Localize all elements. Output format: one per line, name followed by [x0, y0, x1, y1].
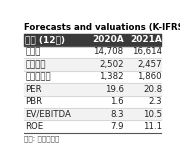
Text: 1.6: 1.6	[110, 97, 124, 106]
Text: EV/EBITDA: EV/EBITDA	[25, 110, 71, 119]
Text: 20.8: 20.8	[143, 85, 162, 94]
Text: 19.6: 19.6	[105, 85, 124, 94]
Text: 10.5: 10.5	[143, 110, 162, 119]
Text: 2021A: 2021A	[130, 35, 162, 44]
Text: Forecasts and valuations (K-IFRS 연결): Forecasts and valuations (K-IFRS 연결)	[24, 22, 180, 31]
Text: 14,708: 14,708	[94, 47, 124, 57]
Text: 영업이익: 영업이익	[25, 60, 46, 69]
Text: 11.1: 11.1	[143, 122, 162, 131]
Text: 8.3: 8.3	[110, 110, 124, 119]
Text: 결산 (12월): 결산 (12월)	[25, 35, 65, 44]
Text: 2.3: 2.3	[148, 97, 162, 106]
Text: 1,860: 1,860	[137, 72, 162, 81]
Text: 1,382: 1,382	[99, 72, 124, 81]
Bar	[24, 83, 161, 95]
Text: 지배순이익: 지배순이익	[25, 72, 51, 81]
Text: 2,457: 2,457	[137, 60, 162, 69]
Text: 지시: 유인타증권: 지시: 유인타증권	[24, 135, 59, 142]
Text: PBR: PBR	[25, 97, 42, 106]
Text: 2,502: 2,502	[99, 60, 124, 69]
Text: PER: PER	[25, 85, 42, 94]
Bar	[24, 58, 161, 71]
Text: 매출액: 매출액	[25, 47, 41, 57]
Text: ROE: ROE	[25, 122, 44, 131]
Text: 16,614: 16,614	[132, 47, 162, 57]
Bar	[24, 34, 161, 46]
Bar	[24, 108, 161, 120]
Text: 7.9: 7.9	[110, 122, 124, 131]
Text: 2020A: 2020A	[92, 35, 124, 44]
